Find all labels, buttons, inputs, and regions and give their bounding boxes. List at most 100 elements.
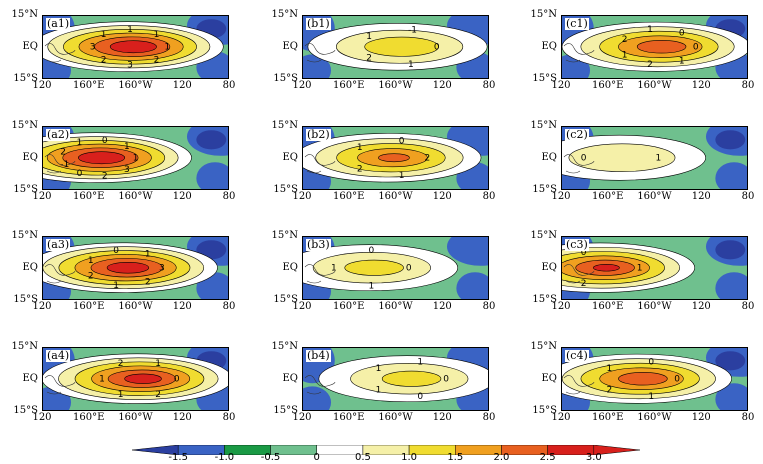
contour-label: 2 xyxy=(155,390,161,400)
contour-level xyxy=(593,264,620,272)
panel-label: (c2) xyxy=(565,128,589,141)
lon-label: 80 xyxy=(222,412,236,423)
coastline xyxy=(563,375,595,395)
coastline xyxy=(563,264,595,284)
contour-level xyxy=(378,153,410,163)
contour-label: 0 xyxy=(102,136,108,146)
contour-label: 2 xyxy=(101,55,107,65)
coastline xyxy=(563,154,595,174)
negative-anomaly-region xyxy=(456,272,488,299)
contour-level xyxy=(124,373,162,384)
lon-label: 80 xyxy=(741,301,755,312)
coastline xyxy=(304,43,336,63)
lat-label: 15°N xyxy=(11,230,38,241)
contour-label: 1 xyxy=(656,154,662,164)
lon-label: 80 xyxy=(741,412,755,423)
lon-label: 160°E xyxy=(592,191,624,202)
contour-label: 2 xyxy=(60,148,66,158)
contour-label: 1 xyxy=(607,364,613,374)
panel-label: (c1) xyxy=(565,17,589,30)
negative-anomaly-region xyxy=(303,386,332,410)
contour-label: 1 xyxy=(637,264,643,274)
lon-label: 160°E xyxy=(333,191,365,202)
lon-label: 120 xyxy=(172,80,192,91)
lon-label: 160°W xyxy=(118,80,153,91)
colorbar-svg xyxy=(131,444,641,456)
lat-label: EQ xyxy=(282,373,299,384)
lat-label: 15°S xyxy=(532,73,557,84)
negative-anomaly-region xyxy=(715,351,746,371)
lon-label: 160°E xyxy=(73,80,105,91)
contour-level xyxy=(568,143,676,172)
lon-label: 120 xyxy=(432,301,452,312)
colorbar-tick-label: 3.0 xyxy=(585,452,602,463)
lon-label: 160°E xyxy=(592,80,624,91)
contour-label: 0 xyxy=(434,43,440,53)
lon-label: 160°W xyxy=(378,412,413,423)
contour-label: 0 xyxy=(581,248,587,258)
negative-anomaly-region xyxy=(715,240,746,260)
lat-label: EQ xyxy=(541,262,558,273)
lon-label: 160°W xyxy=(637,80,672,91)
map-panel: 1 2 3 2 3 1 1 1 (a1) xyxy=(42,15,229,79)
contour-label: 1 xyxy=(417,358,423,368)
lon-label: 160°W xyxy=(118,412,153,423)
lon-label: 120 xyxy=(432,80,452,91)
lon-label: 120 xyxy=(292,191,312,202)
colorbar-tick-label: 1.5 xyxy=(447,452,464,463)
lon-label: 120 xyxy=(551,80,571,91)
lat-label: 15°N xyxy=(530,120,557,131)
contour-label: 0 xyxy=(368,246,374,256)
coastline xyxy=(44,154,76,174)
lon-label: 160°E xyxy=(592,412,624,423)
contour-level xyxy=(109,40,157,54)
lon-label: 120 xyxy=(691,301,711,312)
anomaly-map: 0 1 1 0 xyxy=(303,237,488,299)
lon-label: 120 xyxy=(551,191,571,202)
lon-label: 80 xyxy=(482,301,496,312)
panel-label: (a4) xyxy=(46,349,71,362)
contour-label: 1 xyxy=(376,385,382,395)
anomaly-map: 0 0 1 1 1 xyxy=(303,348,488,410)
lat-label: 15°S xyxy=(13,73,38,84)
contour-label: 1 xyxy=(408,60,414,70)
map-panel: 1 3 2 0 -1 2 1 0 1 (a2) xyxy=(42,126,229,190)
contour-label: 1 xyxy=(331,264,337,274)
lon-label: 80 xyxy=(222,80,236,91)
lon-label: 120 xyxy=(292,80,312,91)
contour-label: 2 xyxy=(154,55,160,65)
colorbar-tick-label: -0.5 xyxy=(260,452,281,463)
contour-label: 1 xyxy=(155,359,161,369)
lat-label: EQ xyxy=(282,262,299,273)
contour-level xyxy=(381,370,442,387)
lat-label: EQ xyxy=(22,41,39,52)
map-panel: 0 0 1 1 1 (b4) xyxy=(302,347,489,411)
lat-label: 15°N xyxy=(530,341,557,352)
contour-label: 1 xyxy=(622,50,628,60)
contour-label: 3 xyxy=(90,43,96,53)
lon-label: 160°E xyxy=(73,191,105,202)
lon-label: 80 xyxy=(482,412,496,423)
lon-label: 120 xyxy=(551,301,571,312)
panel-label: (c3) xyxy=(565,238,589,251)
lon-label: 120 xyxy=(691,412,711,423)
contour-label: 0 xyxy=(399,137,405,147)
contour-label: 1 xyxy=(118,390,124,400)
panel-label: (b4) xyxy=(306,349,331,362)
lat-label: 15°N xyxy=(271,341,298,352)
map-panel: 0 1 2 1 2 1 0 (c1) xyxy=(561,15,748,79)
contour-label: 2 xyxy=(145,278,151,288)
contour-label: 0 xyxy=(406,264,412,274)
contour-label: 2 xyxy=(88,271,94,281)
contour-label: 2 xyxy=(366,53,372,63)
colorbar-right-arrow xyxy=(593,444,641,456)
contour-label: 2 xyxy=(581,279,587,289)
contour-label: 1 xyxy=(101,30,107,40)
coastline xyxy=(304,154,336,174)
contour-label: 0 xyxy=(581,154,587,164)
negative-anomaly-region xyxy=(715,383,747,410)
map-panel: 1 2 0 (c3) xyxy=(561,236,748,300)
contour-label: 1 xyxy=(679,57,685,67)
